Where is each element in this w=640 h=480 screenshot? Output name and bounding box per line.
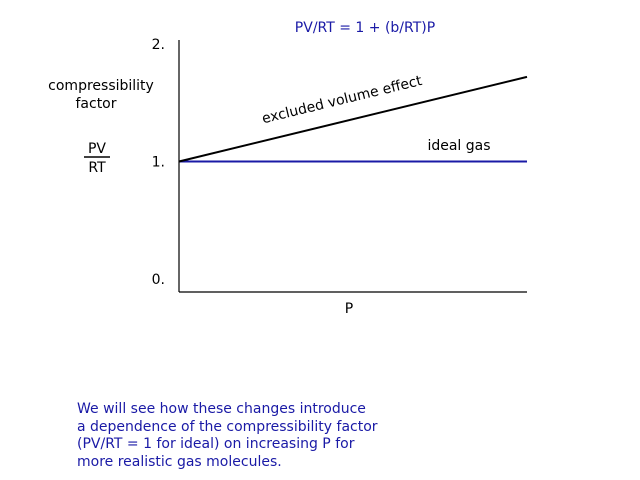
- explanation-caption: We will see how these changes introduce …: [77, 401, 497, 471]
- y-tick-label: 1.: [152, 155, 165, 171]
- y-axis-fraction-denominator: RT: [88, 160, 106, 176]
- series-label-excluded-volume: excluded volume effect: [260, 73, 424, 127]
- series-line-excluded-volume-effect: [178, 75, 528, 163]
- y-axis-label-line-2: factor: [75, 96, 116, 112]
- y-tick-labels: 0. 1. 2.: [152, 37, 165, 288]
- y-axis-fraction-numerator: PV: [88, 141, 106, 157]
- compressibility-chart: PV/RT = 1 + (b/RT)P compressibility fact…: [48, 20, 528, 317]
- y-tick-label: 2.: [152, 37, 165, 53]
- series-label-ideal-gas: ideal gas: [427, 138, 490, 154]
- y-axis-label-line-1: compressibility: [48, 78, 154, 94]
- caption-line-2: a dependence of the compressibility fact…: [77, 418, 378, 435]
- x-axis-label: P: [345, 301, 353, 317]
- series-lines: [178, 75, 528, 163]
- caption-line-1: We will see how these changes introduce: [77, 401, 366, 417]
- y-tick-label: 0.: [152, 272, 165, 288]
- caption-line-4: more realistic gas molecules.: [77, 453, 282, 470]
- caption-line-3: (PV/RT = 1 for ideal) on increasing P fo…: [77, 436, 355, 452]
- chart-title: PV/RT = 1 + (b/RT)P: [295, 20, 435, 36]
